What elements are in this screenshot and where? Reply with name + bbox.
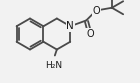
- Text: H₂N: H₂N: [45, 61, 62, 69]
- Text: N: N: [66, 21, 74, 31]
- Text: O: O: [92, 6, 100, 16]
- Text: O: O: [86, 29, 94, 39]
